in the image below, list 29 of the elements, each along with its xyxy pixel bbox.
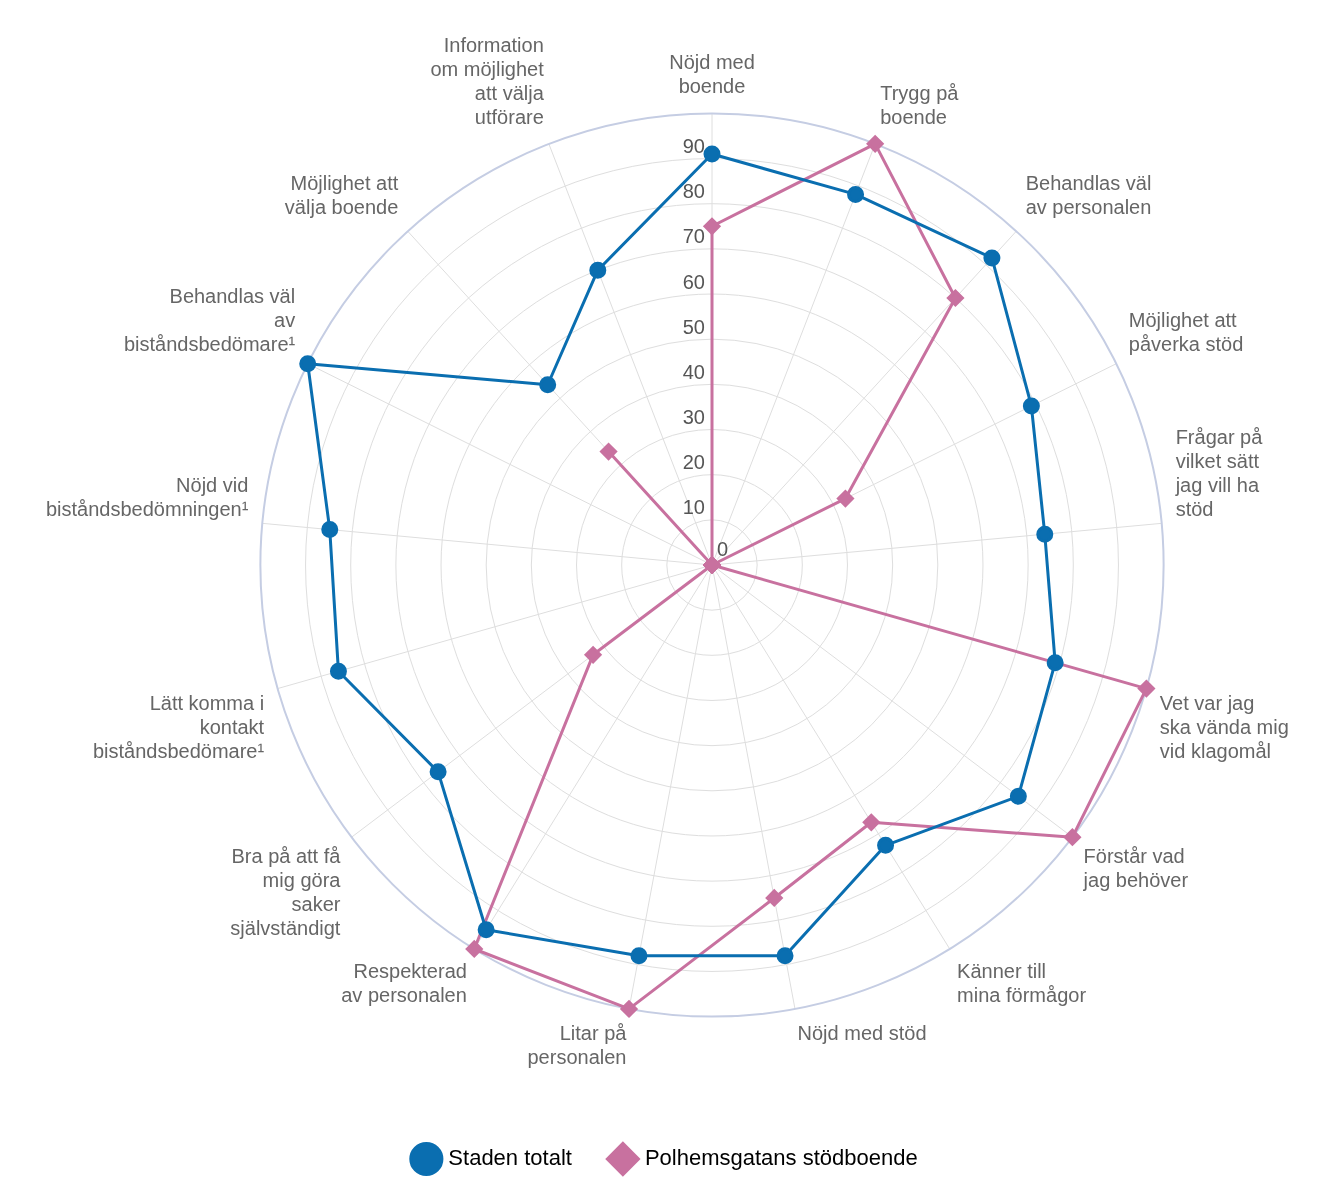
- y-tick-label: 60: [682, 270, 705, 293]
- spoke-label: Möjlighet att påverka stöd: [1128, 308, 1244, 355]
- spoke-label: Nöjd med boende: [669, 50, 755, 97]
- y-tick-label: 70: [682, 225, 705, 248]
- y-tick-label: 40: [682, 360, 705, 383]
- spoke-label: Frågar på vilket sätt jag vill ha stöd: [1174, 425, 1264, 520]
- spoke-label: Behandlas väl av personalen: [1025, 172, 1152, 219]
- y-tick-label: 90: [682, 135, 705, 158]
- spoke-label: Bra på att få mig göra saker självständigt: [230, 845, 342, 940]
- spoke-label: Trygg på boende: [880, 82, 960, 129]
- spoke-label: Respekterad av personalen: [341, 960, 467, 1007]
- legend-label: Polhemsgatans stödboende: [644, 1145, 918, 1171]
- y-tick-label: 20: [682, 451, 705, 474]
- spoke-label: Känner till mina förmågor: [957, 960, 1087, 1007]
- spoke-label: Förstår vad jag behöver: [1082, 845, 1189, 892]
- y-tick-label: 80: [682, 180, 705, 203]
- y-tick-label: 0: [717, 537, 729, 560]
- legend-label: Staden totalt: [448, 1145, 572, 1171]
- spoke-label: Nöjd med stöd: [797, 1022, 927, 1045]
- y-tick-label: 30: [682, 406, 705, 429]
- spoke-label: Möjlighet att välja boende: [284, 172, 399, 219]
- y-tick-label: 50: [682, 315, 705, 338]
- spoke-label: Vet var jag ska vända mig vid klagomål: [1159, 691, 1289, 762]
- spoke-label: Behandlas väl av biståndsbedömare¹: [123, 284, 296, 355]
- spoke-label: Litar på personalen: [527, 1022, 628, 1069]
- y-tick-label: 10: [682, 496, 705, 519]
- spoke-label: Information om möjlighet att välja utförare: [430, 34, 545, 129]
- spoke-label: Nöjd vid biståndsbedömningen¹: [45, 473, 249, 520]
- spoke-label: Lätt komma i kontakt biståndsbedömare¹: [92, 691, 265, 762]
